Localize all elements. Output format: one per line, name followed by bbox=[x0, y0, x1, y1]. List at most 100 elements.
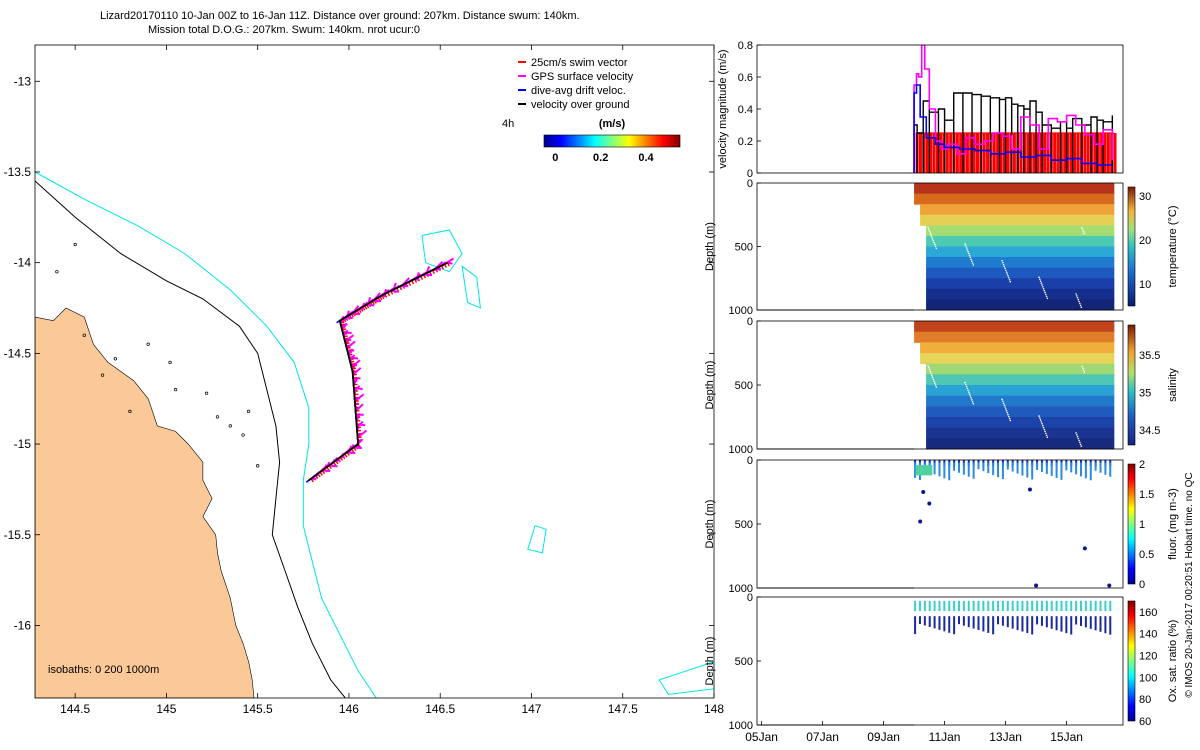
temperature-sample-dot bbox=[929, 232, 932, 234]
oxygen-surface-sample bbox=[992, 600, 995, 612]
oxygen-deep-sample bbox=[1021, 616, 1024, 632]
salinity-sample-dot bbox=[1008, 415, 1010, 418]
islet-marker bbox=[100, 373, 105, 377]
oxygen-surface-sample bbox=[982, 600, 985, 612]
map-plot-area bbox=[35, 171, 714, 698]
oxygen-colorbar-tick-label: 120 bbox=[1139, 651, 1157, 663]
temperature-colorbar bbox=[1127, 186, 1136, 307]
salinity-profile-band bbox=[926, 385, 1115, 397]
islet-marker bbox=[146, 342, 150, 346]
temperature-sample-dot bbox=[1077, 298, 1080, 301]
temperature-sample-dot bbox=[1082, 229, 1084, 231]
oxygen-deep-sample bbox=[977, 616, 980, 630]
temperature-sample-dot bbox=[1076, 295, 1078, 297]
map-x-tick-label: 147.5 bbox=[608, 702, 638, 716]
oxygen-surface-sample bbox=[928, 600, 931, 612]
salinity-sample-dot bbox=[1009, 419, 1012, 422]
salinity-sample-dot bbox=[967, 389, 969, 392]
fluor-deep-sample bbox=[927, 501, 932, 506]
temperature-sample-dot bbox=[931, 236, 933, 238]
oxygen-deep-sample bbox=[1001, 616, 1004, 626]
fluor-profile-sample bbox=[1055, 462, 1058, 478]
oxygen-deep-sample bbox=[914, 616, 917, 635]
fluor-deep-sample bbox=[1027, 487, 1032, 492]
salinity-sample-dot bbox=[1001, 398, 1003, 401]
oxygen-surface-sample bbox=[953, 600, 956, 612]
oxygen-deep-sample bbox=[1065, 616, 1068, 634]
islet-marker bbox=[173, 387, 178, 392]
temperature-profile-band bbox=[926, 257, 1115, 269]
fluor-profile-sample bbox=[933, 462, 936, 475]
salinity-sample-dot bbox=[1080, 445, 1083, 448]
fluor-profile-sample bbox=[967, 462, 970, 477]
salinity-sample-dot bbox=[1076, 435, 1079, 438]
oxygen-deep-sample bbox=[923, 616, 926, 626]
oxygen-surface-sample bbox=[1031, 600, 1034, 612]
velocity-y-tick-label: 0.4 bbox=[738, 104, 753, 116]
temperature-sample-dot bbox=[1038, 276, 1040, 279]
swim-speed-bar bbox=[969, 133, 973, 173]
map-y-tick-label: -15 bbox=[14, 437, 32, 451]
legend-entry: GPS surface velocity bbox=[531, 71, 634, 83]
temperature-sample-dot bbox=[934, 245, 937, 248]
swim-speed-bar bbox=[1043, 133, 1047, 173]
swim-speed-bar bbox=[1103, 133, 1107, 173]
legend-entry: 25cm/s swim vector bbox=[531, 57, 628, 69]
salinity-sample-dot bbox=[1081, 365, 1083, 368]
fluor-deep-sample bbox=[1034, 583, 1039, 588]
gps-surface-velocity-arrow bbox=[347, 348, 354, 356]
oxygen-deep-sample bbox=[972, 616, 975, 629]
time-x-tick-label: 11Jan bbox=[929, 730, 961, 744]
oxygen-colorbar-tick-label: 140 bbox=[1139, 629, 1157, 641]
fluorescence-colorbar bbox=[1127, 463, 1136, 585]
temperature-sample-dot bbox=[1045, 295, 1048, 298]
gps-surface-velocity-arrow bbox=[356, 429, 368, 439]
swim-speed-bar bbox=[939, 133, 943, 173]
islet-marker bbox=[204, 391, 209, 395]
oxygen-surface-sample bbox=[1099, 600, 1102, 612]
swim-speed-bar bbox=[1036, 133, 1040, 173]
salinity-profile-band bbox=[926, 395, 1115, 407]
fluor-profile-sample bbox=[1060, 462, 1063, 480]
oxygen-surface-sample bbox=[1036, 600, 1039, 612]
salinity-profile-band bbox=[920, 353, 1115, 365]
salinity-sample-dot bbox=[968, 393, 971, 395]
temperature-sample-dot bbox=[966, 249, 969, 251]
salinity-sample-dot bbox=[969, 395, 972, 397]
oxygen-surface-sample bbox=[1011, 600, 1014, 612]
islet-marker bbox=[168, 360, 172, 365]
map-y-tick-label: -13 bbox=[14, 74, 32, 88]
salinity-sample-dot bbox=[1039, 419, 1042, 421]
time-scale-label: 4h bbox=[502, 118, 514, 130]
fluor-profile-sample bbox=[987, 462, 990, 474]
oxygen-surface-sample bbox=[1021, 600, 1024, 612]
salinity-sample-dot bbox=[1002, 402, 1005, 404]
temperature-sample-dot bbox=[968, 254, 971, 257]
temperature-sample-dot bbox=[935, 247, 938, 250]
oxygen-deep-sample bbox=[933, 616, 936, 629]
islet-marker bbox=[246, 409, 251, 414]
temperature-profile-band bbox=[926, 299, 1115, 311]
fluor-profile-sample bbox=[1040, 462, 1043, 472]
map-x-tick-label: 147 bbox=[521, 702, 541, 716]
oxygen-colorbar bbox=[1127, 600, 1136, 722]
oxygen-surface-sample bbox=[977, 600, 980, 612]
fluorescence-colorbar-tick-label: 1 bbox=[1139, 519, 1145, 531]
salinity-sample-dot bbox=[1045, 432, 1047, 435]
temperature-profile-band bbox=[926, 246, 1115, 258]
map-x-tick-label: 146.5 bbox=[425, 702, 455, 716]
swim-vector-arrow bbox=[446, 262, 450, 267]
temperature-sample-dot bbox=[971, 260, 973, 263]
fluorescence-colorbar-tick-label: 0 bbox=[1139, 579, 1145, 591]
temperature-sample-dot bbox=[928, 228, 930, 231]
fluorescence-colorbar-tick-label: 0.5 bbox=[1139, 549, 1154, 561]
salinity-colorbar bbox=[1127, 324, 1136, 446]
salinity-sample-dot bbox=[970, 397, 972, 399]
salinity-sample-dot bbox=[964, 381, 966, 384]
swim-speed-bar bbox=[932, 133, 936, 173]
salinity-sample-dot bbox=[965, 383, 967, 386]
temperature-sample-dot bbox=[1045, 293, 1047, 296]
oxygen-deep-sample bbox=[1045, 616, 1048, 628]
temperature-sample-dot bbox=[1002, 261, 1004, 264]
salinity-sample-dot bbox=[1078, 439, 1080, 442]
